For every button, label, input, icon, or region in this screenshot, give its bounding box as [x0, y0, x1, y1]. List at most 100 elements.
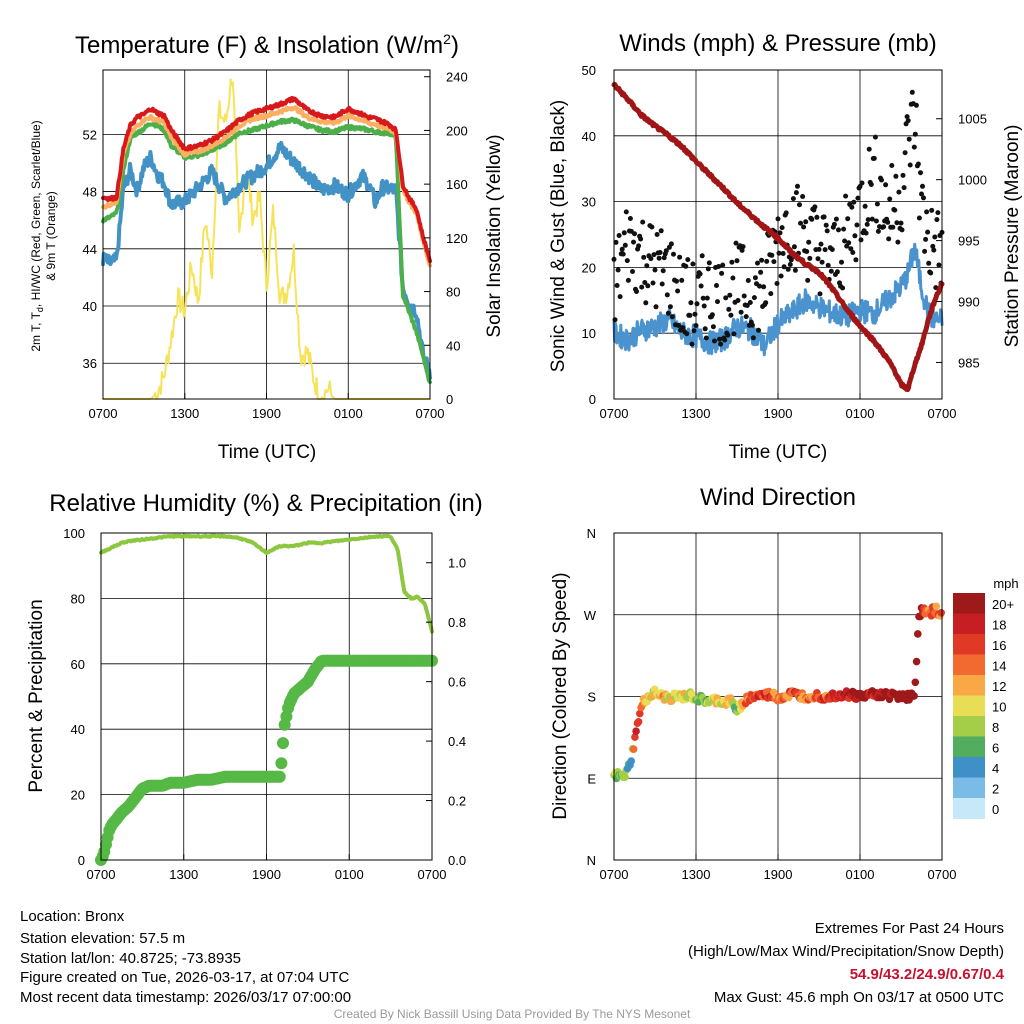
- y2-tick-label: 0.2: [448, 794, 466, 809]
- gust-point: [749, 322, 755, 328]
- gust-point: [807, 255, 813, 261]
- gust-point: [752, 275, 758, 281]
- gust-point: [758, 269, 764, 275]
- gust-point: [919, 191, 924, 197]
- gust-point: [907, 162, 913, 168]
- winds-panel: Winds (mph) & Pressure (mb) Sonic Wind &…: [548, 30, 1023, 463]
- footer-elevation: Station elevation: 57.5 m: [20, 930, 185, 947]
- direction-point: [621, 773, 629, 781]
- y2-tick-label: 40: [446, 338, 460, 353]
- y-tick-label: 60: [71, 657, 85, 672]
- gust-point: [936, 262, 942, 268]
- x-tick-label: 0700: [87, 867, 116, 882]
- gust-point: [631, 239, 636, 245]
- gust-point: [887, 196, 893, 202]
- gust-point: [660, 268, 666, 274]
- y-tick-label: 36: [83, 356, 97, 371]
- direction-series: [610, 602, 945, 783]
- gust-point: [905, 118, 911, 124]
- legend-swatch: [953, 634, 985, 655]
- gust-point: [824, 228, 830, 234]
- direction-ylabel: Direction (Colored By Speed): [550, 572, 571, 819]
- gust-point: [712, 338, 717, 344]
- y2-tick-label: 0: [446, 392, 453, 407]
- gust-point: [619, 246, 625, 252]
- gust-point: [792, 267, 798, 273]
- gust-point: [915, 161, 921, 167]
- gust-point: [704, 295, 710, 301]
- y2-tick-label: 990: [958, 295, 980, 310]
- gust-point: [733, 240, 739, 246]
- gust-point: [790, 196, 796, 202]
- gust-point: [630, 269, 635, 274]
- gust-point: [636, 243, 642, 249]
- footer-recent: Most recent data timestamp: 2026/03/17 0…: [20, 989, 351, 1006]
- direction-ticks: 0700 1300 1900 0100 0700 N E S W N: [584, 526, 957, 882]
- legend-swatch: [953, 716, 985, 737]
- gust-point: [726, 306, 732, 312]
- y2-tick-label: 0.6: [448, 675, 466, 690]
- gust-point: [923, 236, 929, 242]
- footer-latlon: Station lat/lon: 40.8725; -73.8935: [20, 950, 241, 967]
- gust-point: [804, 249, 810, 254]
- direction-point: [629, 745, 638, 753]
- x-tick-label: 0100: [846, 406, 875, 421]
- gust-point: [865, 217, 871, 223]
- gust-point: [831, 221, 837, 227]
- legend-label: 6: [992, 741, 999, 756]
- y2-tick-label: 985: [958, 355, 980, 370]
- y-tick-label: 20: [71, 788, 85, 803]
- x-tick-label: 0700: [89, 406, 118, 421]
- gust-point: [900, 172, 906, 178]
- gust-point: [921, 195, 926, 201]
- gust-point: [729, 259, 735, 265]
- gust-point: [641, 254, 647, 260]
- gust-point: [687, 312, 693, 318]
- gust-point: [720, 262, 726, 268]
- precip-point: [275, 757, 288, 770]
- gust-point: [924, 209, 930, 215]
- gust-point: [797, 202, 802, 208]
- gust-point: [913, 102, 919, 108]
- t9m-line: [101, 105, 432, 268]
- gust-point: [859, 180, 865, 186]
- gust-point: [899, 227, 905, 233]
- pressure-line: [611, 81, 945, 392]
- footer-location: Location: Bronx: [20, 908, 125, 925]
- gust-point: [854, 222, 860, 228]
- gust-point: [893, 173, 899, 179]
- legend-title: mph: [993, 576, 1018, 591]
- gust-point: [879, 177, 884, 183]
- direction-point: [687, 690, 696, 698]
- gust-point: [674, 278, 679, 284]
- gust-point: [815, 256, 821, 262]
- x-tick-label: 0700: [600, 406, 629, 421]
- gust-point: [809, 216, 815, 222]
- gust-point: [715, 299, 720, 305]
- winds-xlabel: Time (UTC): [729, 442, 828, 463]
- x-tick-label: 0700: [416, 406, 445, 421]
- gust-point: [771, 259, 777, 265]
- temperature-ticks: 0700 1300 1900 0100 0700 36 40 44 48 52 0 40 80 120 16…: [83, 70, 468, 421]
- legend-swatch: [953, 695, 985, 717]
- x-tick-label: 0700: [600, 867, 629, 882]
- y-tick-label: 100: [63, 526, 85, 541]
- gust-point: [911, 144, 917, 150]
- gust-point: [623, 209, 629, 215]
- y-tick-label: 48: [83, 185, 97, 200]
- humidity-ticks: 0700 1300 1900 0100 07000204060801000.00.20.…: [63, 526, 466, 882]
- gust-point: [901, 185, 907, 191]
- legend-label: 10: [992, 700, 1006, 715]
- gust-point: [845, 216, 851, 222]
- gust-point: [896, 189, 902, 195]
- gust-point: [931, 247, 937, 253]
- temperature-title: Temperature (F) & Insolation (W/m2): [75, 31, 459, 59]
- gust-point: [855, 195, 861, 201]
- extremes-title: Extremes For Past 24 Hours: [815, 920, 1004, 937]
- gust-point: [750, 335, 756, 341]
- pressure-ylabel: Station Pressure (Maroon): [1002, 125, 1023, 348]
- precip-point: [273, 770, 286, 783]
- gust-point: [697, 271, 703, 277]
- humidity-series: [95, 533, 438, 866]
- gust-point: [874, 201, 880, 207]
